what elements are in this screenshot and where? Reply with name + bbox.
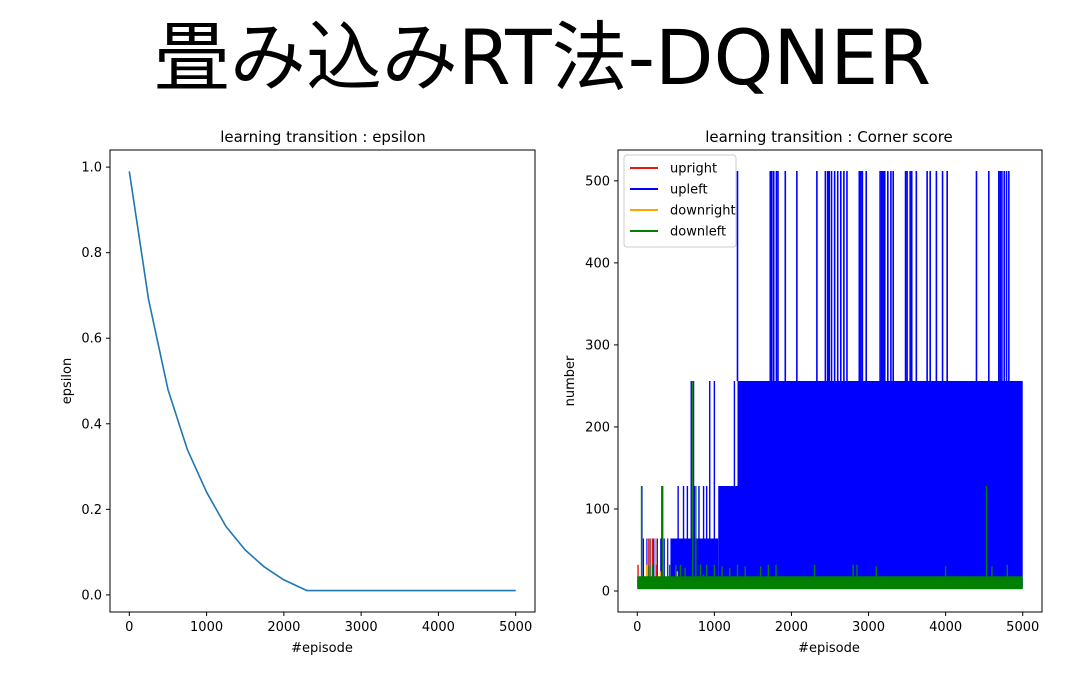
y-tick-label: 0 [602,585,610,600]
x-tick-label: 4000 [929,620,962,635]
epsilon-chart-title: learning transition : epsilon [220,128,426,146]
x-tick-label: 4000 [422,620,455,635]
y-tick-label: 1.0 [81,161,102,176]
x-tick-label: 3000 [852,620,885,635]
legend-label: downleft [670,225,726,240]
corner-plot-frame [617,149,1043,613]
x-tick-label: 1000 [190,620,223,635]
y-tick-label: 300 [585,338,610,353]
corner-y-axis-label: number [563,355,578,406]
x-tick-label: 3000 [345,620,378,635]
x-tick-label: 1000 [698,620,731,635]
upleft-high-band [737,381,1023,588]
x-tick-label: 0 [125,620,133,635]
legend-label: upright [670,162,717,177]
upleft-mid-band [718,486,738,588]
legend-frame [623,154,737,248]
x-tick-label: 5000 [499,620,532,635]
corner-score-chart-title: learning transition : Corner score [705,128,953,146]
y-tick-label: 400 [585,256,610,271]
x-tick-label: 5000 [1006,620,1039,635]
epsilon-line [128,171,516,592]
corner-x-axis-label: #episode [798,641,860,656]
y-tick-label: 100 [585,502,610,517]
epsilon-y-axis-label: epsilon [60,358,75,404]
y-tick-label: 0.4 [81,417,102,432]
legend-label: upleft [670,183,708,198]
epsilon-x-axis-label: #episode [291,641,353,656]
x-tick-label: 2000 [775,620,808,635]
corner-score-chart: learning transition : Corner score 0 1000… [563,128,1043,656]
y-tick-label: 0.2 [81,503,102,518]
page-title: 畳み込みRT法-DQNER [153,13,932,102]
x-tick-label: 2000 [267,620,300,635]
epsilon-plot-frame [109,149,536,613]
y-tick-label: 200 [585,420,610,435]
y-tick-label: 0.6 [81,332,102,347]
y-tick-label: 0.0 [81,588,102,603]
x-tick-label: 0 [633,620,641,635]
epsilon-chart: learning transition : epsilon 0 1000 2000 3… [60,128,536,656]
y-tick-label: 500 [585,174,610,189]
downleft-band [637,576,1023,590]
legend-label: downright [670,204,736,219]
y-tick-label: 0.8 [81,246,102,261]
corner-legend: upright upleft downright downleft [623,154,737,248]
